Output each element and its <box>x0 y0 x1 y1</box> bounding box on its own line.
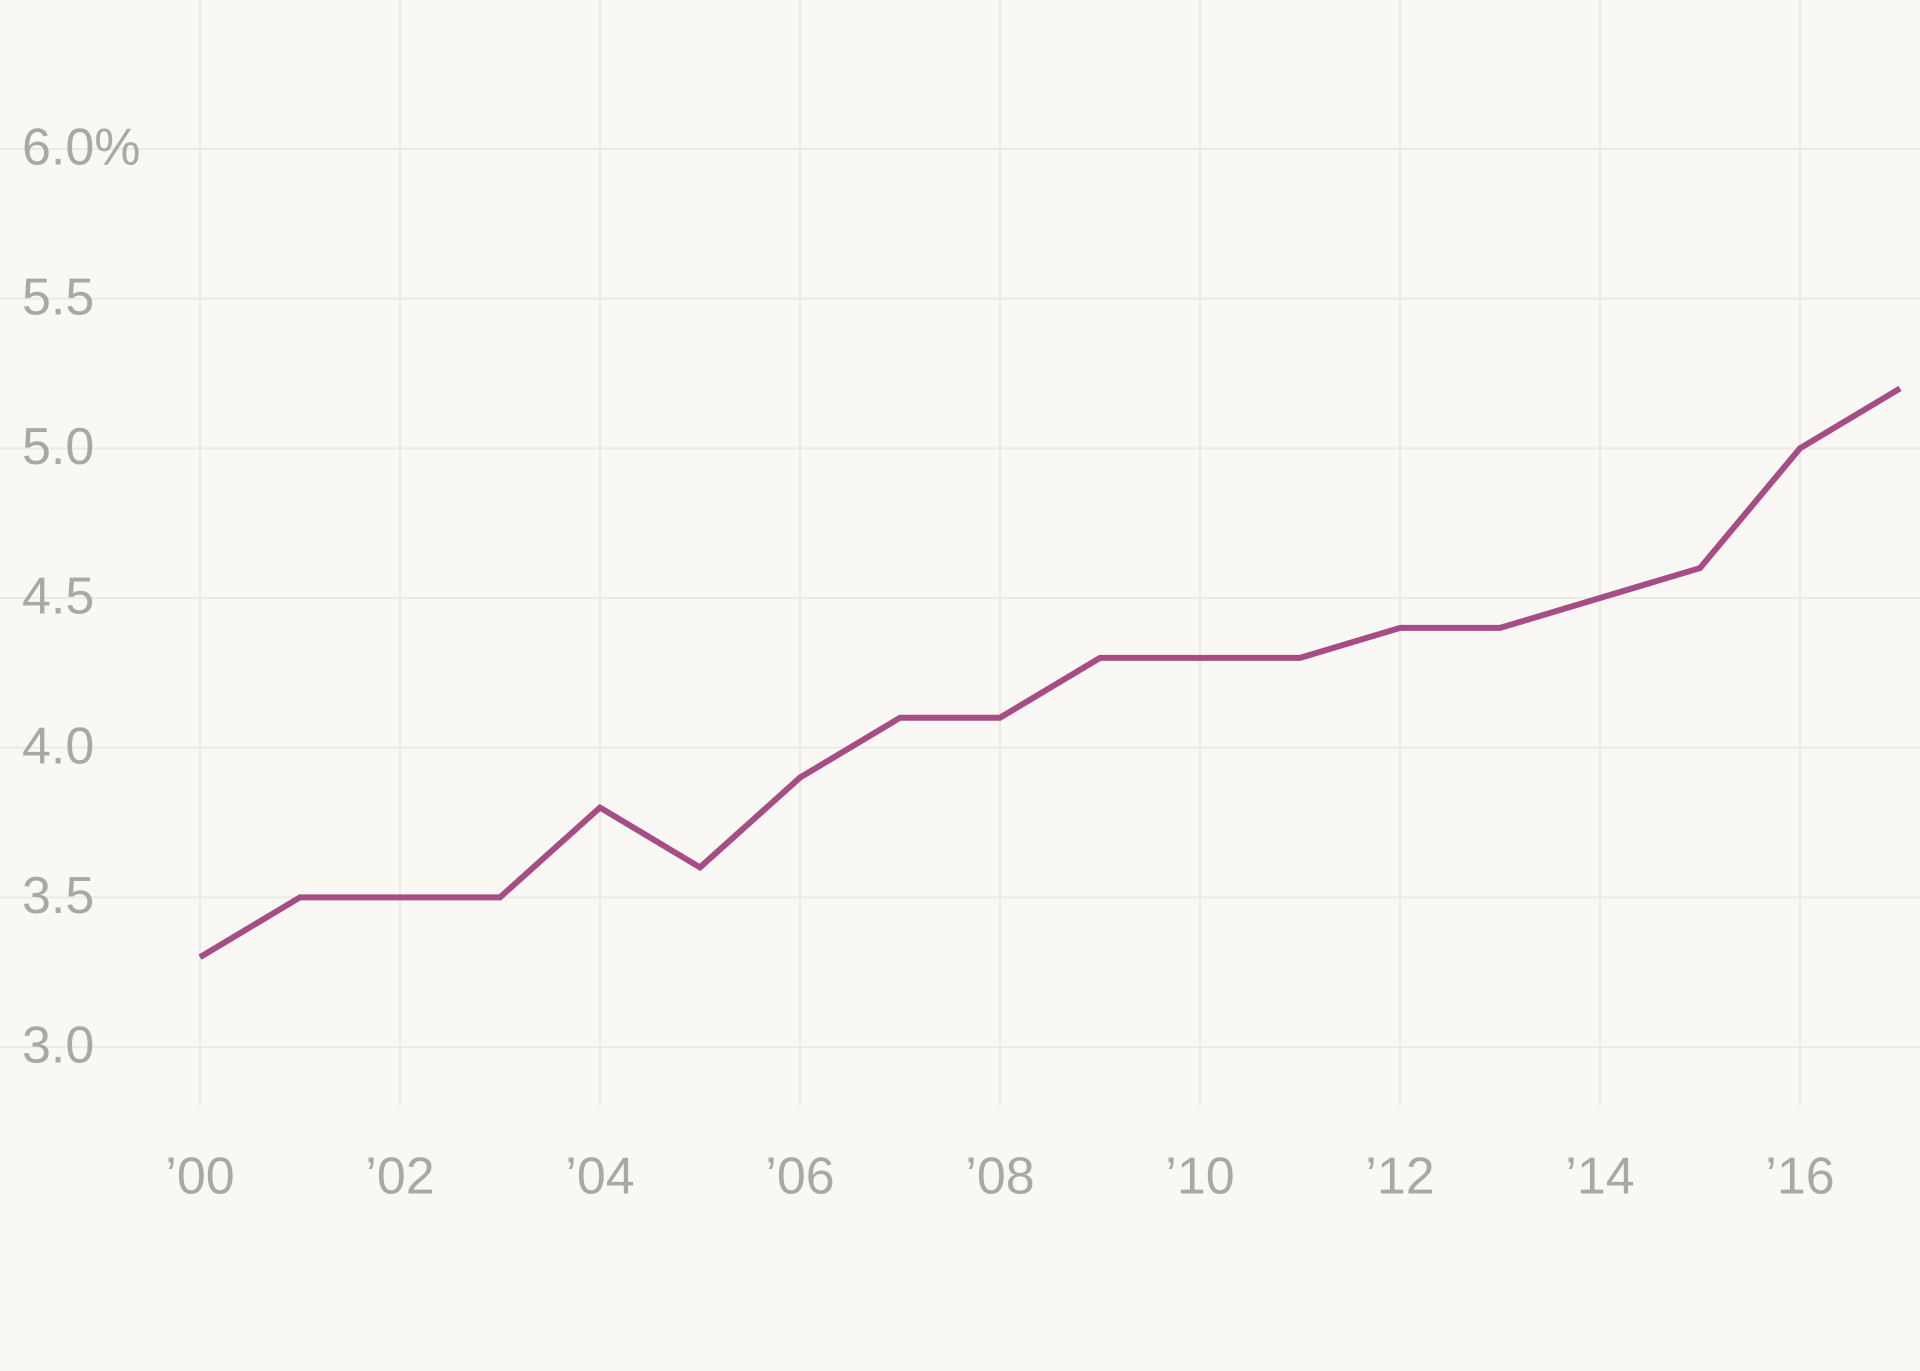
y-tick-label: 5.0 <box>22 418 94 476</box>
x-tick-label: ’12 <box>1365 1148 1434 1206</box>
y-tick-label: 6.0% <box>22 119 141 177</box>
y-tick-label: 5.5 <box>22 268 94 326</box>
x-tick-label: ’02 <box>365 1148 434 1206</box>
x-tick-label: ’06 <box>765 1148 834 1206</box>
y-tick-label: 3.0 <box>22 1017 94 1075</box>
y-tick-label: 3.5 <box>22 867 94 925</box>
data-line <box>198 385 1902 960</box>
x-tick-label: ’08 <box>965 1148 1034 1206</box>
x-tick-label: ’04 <box>565 1148 634 1206</box>
y-tick-label: 4.5 <box>22 568 94 626</box>
x-tick-label: ’16 <box>1765 1148 1834 1206</box>
x-tick-label: ’10 <box>1165 1148 1234 1206</box>
y-tick-label: 4.0 <box>22 717 94 775</box>
x-tick-label: ’00 <box>165 1148 234 1206</box>
x-tick-label: ’14 <box>1565 1148 1634 1206</box>
